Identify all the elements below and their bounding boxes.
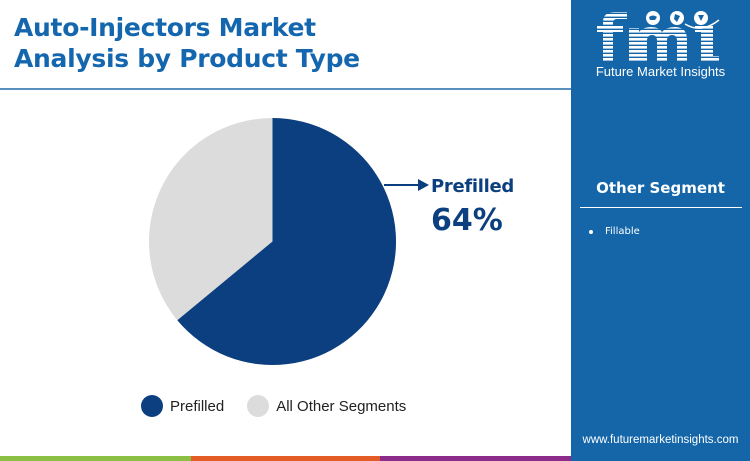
website-link[interactable]: www.futuremarketinsights.com <box>582 434 739 446</box>
bar-segment-green <box>0 456 191 461</box>
legend-item-all-other-segments: All Other Segments <box>247 395 406 417</box>
segment-divider <box>580 207 742 208</box>
callout-value: 64% <box>431 203 503 238</box>
fmi-logo-icon <box>597 11 720 62</box>
legend-swatch-all-other-segments <box>247 395 270 417</box>
bar-segment-orange <box>191 456 380 461</box>
bottom-color-bar <box>0 456 571 461</box>
title-line-1: Auto-Injectors Market <box>14 13 316 42</box>
title-divider <box>0 88 571 90</box>
legend-item-prefilled: Prefilled <box>141 395 224 417</box>
brand-name: Future Market Insights <box>595 64 726 79</box>
pie-slice-prefilled <box>177 117 397 366</box>
callout-arrow-icon <box>384 179 429 191</box>
pie-chart <box>148 117 397 366</box>
title-line-2: Analysis by Product Type <box>14 44 360 73</box>
legend-label: All Other Segments <box>276 397 407 415</box>
segment-label: Fillable <box>605 226 640 237</box>
page-title: Auto-Injectors Market Analysis by Produc… <box>14 12 554 74</box>
side-panel: Future Market Insights Other Segment Fil… <box>571 0 750 461</box>
bar-segment-purple <box>380 456 571 461</box>
legend-swatch-prefilled <box>141 395 163 417</box>
segment-list-item: Fillable <box>589 226 640 237</box>
callout-label: Prefilled <box>431 176 515 197</box>
segment-list: Fillable <box>589 226 640 237</box>
legend-label: Prefilled <box>170 397 225 415</box>
chart-legend: Prefilled All Other Segments <box>141 395 429 417</box>
other-segment-title: Other Segment <box>596 179 725 197</box>
bullet-icon <box>589 229 593 234</box>
